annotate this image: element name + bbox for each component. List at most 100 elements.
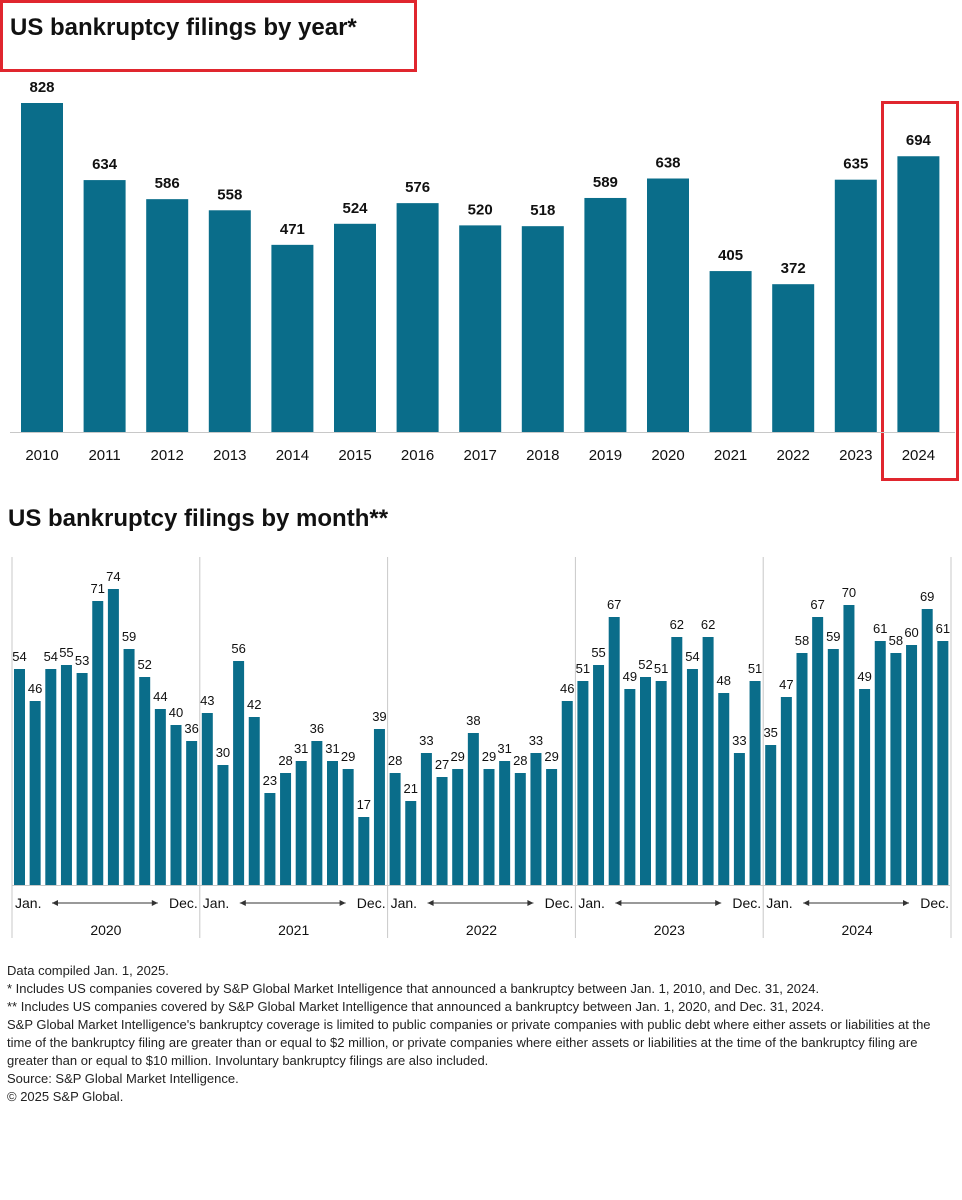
value-label-2021-month-4: 42: [247, 697, 261, 712]
value-label-2018: 518: [530, 202, 555, 219]
value-label-2014: 471: [280, 221, 305, 238]
bar-2014: [271, 244, 314, 432]
bar-2024-month-4: [812, 617, 824, 885]
bar-2020-month-7: [107, 589, 119, 885]
arrow-left-icon: [803, 900, 810, 906]
value-label-2020-month-8: 59: [122, 629, 136, 644]
value-label-2022-month-11: 29: [544, 749, 558, 764]
value-label-2020-month-4: 55: [59, 645, 73, 660]
year-label-2022: 2022: [466, 922, 497, 938]
value-label-2022-month-5: 29: [450, 749, 464, 764]
bar-2021-month-7: [295, 761, 307, 885]
bar-2021-month-5: [264, 793, 276, 885]
value-label-2021-month-5: 23: [263, 773, 277, 788]
value-label-2023-month-10: 48: [717, 673, 731, 688]
value-label-2016: 576: [405, 179, 430, 196]
value-label-2020-month-11: 40: [169, 705, 183, 720]
bar-2020-month-5: [76, 673, 88, 885]
bar-2020-month-8: [123, 649, 135, 885]
value-label-2023-month-5: 52: [638, 657, 652, 672]
value-label-2021-month-11: 17: [357, 797, 371, 812]
value-label-2024-month-6: 70: [842, 585, 856, 600]
arrow-right-icon: [715, 900, 722, 906]
bar-2024-month-8: [874, 641, 886, 885]
chart-title-monthly: US bankruptcy filings by month**: [8, 505, 389, 532]
value-label-2022-month-1: 28: [388, 753, 402, 768]
jan-label-2022: Jan.: [391, 895, 417, 911]
value-label-2023: 635: [843, 156, 868, 173]
bar-2022-month-9: [514, 773, 526, 885]
tick-label-2017: 2017: [464, 447, 497, 464]
bar-2020-month-3: [45, 669, 57, 885]
bar-2021-month-2: [217, 765, 229, 885]
tick-label-2015: 2015: [338, 447, 371, 464]
bar-2024-month-7: [859, 689, 871, 885]
value-label-2020-month-10: 44: [153, 689, 167, 704]
bar-2011: [83, 180, 126, 432]
bar-2023-month-7: [671, 637, 683, 885]
value-label-2020-month-3: 54: [44, 649, 58, 664]
value-label-2023-month-9: 62: [701, 617, 715, 632]
title-highlight-box: [0, 0, 417, 72]
value-label-2022-month-9: 28: [513, 753, 527, 768]
bar-2023-month-12: [749, 681, 761, 885]
bar-2023-month-1: [577, 681, 589, 885]
bar-2024: [897, 156, 940, 432]
value-label-2020-month-6: 71: [91, 581, 105, 596]
bar-2023-month-2: [593, 665, 605, 885]
value-label-2020-month-2: 46: [28, 681, 42, 696]
footnote-compiled: Data compiled Jan. 1, 2025.: [7, 963, 169, 978]
bar-2021-month-11: [358, 817, 370, 885]
arrow-left-icon: [52, 900, 58, 906]
bar-2023-month-3: [608, 617, 620, 885]
bar-2020-month-1: [14, 669, 25, 885]
bar-2023-month-9: [702, 637, 714, 885]
tick-label-2013: 2013: [213, 447, 246, 464]
value-label-2024-month-7: 49: [857, 669, 871, 684]
bar-2024-month-10: [906, 645, 918, 885]
value-label-2023-month-4: 49: [623, 669, 637, 684]
bar-2023-month-10: [718, 693, 730, 885]
bar-2016: [396, 203, 439, 432]
value-label-2015: 524: [342, 200, 368, 217]
value-label-2024-month-5: 59: [826, 629, 840, 644]
value-label-2010: 828: [29, 79, 54, 96]
tick-label-2024: 2024: [902, 447, 935, 464]
bar-2021: [709, 271, 752, 432]
bar-2020-month-9: [139, 677, 151, 885]
value-label-2024-month-11: 69: [920, 589, 934, 604]
bar-2022-month-5: [452, 769, 464, 885]
chart-title-yearly: US bankruptcy filings by year*: [10, 14, 357, 41]
year-label-2023: 2023: [654, 922, 685, 938]
value-label-2021-month-10: 29: [341, 749, 355, 764]
tick-label-2014: 2014: [276, 447, 309, 464]
value-label-2023-month-1: 51: [576, 661, 590, 676]
value-label-2021-month-3: 56: [231, 641, 245, 656]
value-label-2020: 638: [655, 154, 680, 171]
bar-2022-month-3: [420, 753, 432, 885]
bar-2024-month-11: [921, 609, 933, 885]
tick-label-2011: 2011: [88, 447, 120, 464]
arrow-right-icon: [151, 900, 158, 906]
tick-label-2016: 2016: [401, 447, 434, 464]
value-label-2013: 558: [217, 186, 242, 203]
bar-2021-month-1: [201, 713, 213, 885]
bar-2024-month-6: [843, 605, 855, 885]
value-label-2012: 586: [155, 175, 180, 192]
dec-label-2021: Dec.: [357, 895, 386, 911]
tick-label-2023: 2023: [839, 447, 872, 464]
value-label-2022: 372: [781, 260, 806, 277]
value-label-2022-month-6: 38: [466, 713, 480, 728]
tick-label-2019: 2019: [589, 447, 622, 464]
year-label-2021: 2021: [278, 922, 309, 938]
footnote-copyright: © 2025 S&P Global.: [7, 1089, 124, 1104]
bar-2013: [208, 210, 251, 432]
bar-2021-month-3: [233, 661, 245, 885]
footnote-yearly-coverage: * Includes US companies covered by S&P G…: [7, 981, 820, 996]
footnotes: Data compiled Jan. 1, 2025. * Includes U…: [7, 962, 952, 1106]
value-label-2022-month-7: 29: [482, 749, 496, 764]
bar-2017: [459, 225, 502, 432]
tick-label-2022: 2022: [777, 447, 810, 464]
value-label-2019: 589: [593, 174, 618, 191]
bar-2020: [647, 178, 689, 432]
